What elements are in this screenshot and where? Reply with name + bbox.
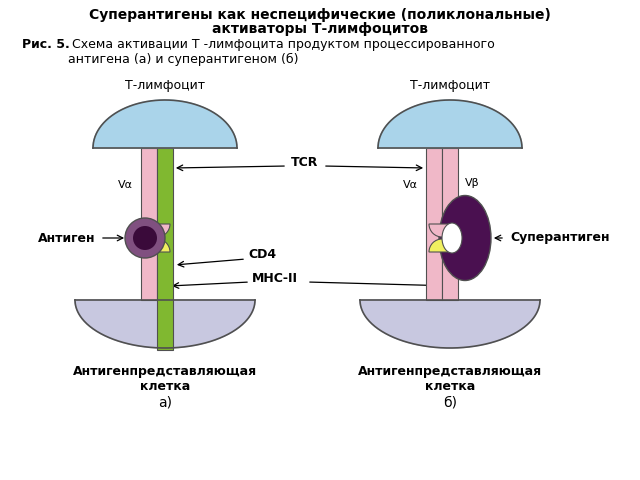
Wedge shape <box>429 224 455 237</box>
Text: активаторы Т-лимфоцитов: активаторы Т-лимфоцитов <box>212 22 428 36</box>
Text: Схема активации Т ‑лимфоцита продуктом процессированного
антигена (а) и суперант: Схема активации Т ‑лимфоцита продуктом п… <box>68 38 495 66</box>
Text: а): а) <box>158 395 172 409</box>
Circle shape <box>133 226 157 250</box>
Ellipse shape <box>439 195 491 280</box>
Bar <box>426 148 442 300</box>
Circle shape <box>125 218 165 258</box>
Wedge shape <box>429 239 455 252</box>
Polygon shape <box>360 300 540 348</box>
Text: Т-лимфоцит: Т-лимфоцит <box>410 79 490 92</box>
Text: Суперантигены как неспецифические (поликлональные): Суперантигены как неспецифические (полик… <box>89 8 551 22</box>
Text: МНС-II: МНС-II <box>252 272 298 285</box>
Text: Антигенпредставляющая
клетка: Антигенпредставляющая клетка <box>358 365 542 393</box>
Text: Vβ: Vβ <box>160 175 174 185</box>
Wedge shape <box>144 224 170 237</box>
Polygon shape <box>75 300 255 348</box>
Text: TCR: TCR <box>291 156 319 168</box>
Polygon shape <box>93 100 237 148</box>
Text: Vα: Vα <box>118 180 132 190</box>
Text: Суперантиген: Суперантиген <box>510 231 609 244</box>
Bar <box>141 148 157 300</box>
Bar <box>442 148 458 300</box>
Text: б): б) <box>443 395 457 409</box>
Bar <box>157 148 173 350</box>
Text: Рис. 5.: Рис. 5. <box>22 38 70 51</box>
Wedge shape <box>144 239 170 252</box>
Text: Антигенпредставляющая
клетка: Антигенпредставляющая клетка <box>73 365 257 393</box>
Text: Антиген: Антиген <box>38 231 95 244</box>
Text: Т-лимфоцит: Т-лимфоцит <box>125 79 205 92</box>
Ellipse shape <box>442 223 462 253</box>
Polygon shape <box>378 100 522 148</box>
Text: CD4: CD4 <box>248 249 276 262</box>
Text: Vβ: Vβ <box>465 178 479 188</box>
Bar <box>430 256 454 330</box>
Bar <box>145 256 169 330</box>
Text: Vα: Vα <box>403 180 417 190</box>
